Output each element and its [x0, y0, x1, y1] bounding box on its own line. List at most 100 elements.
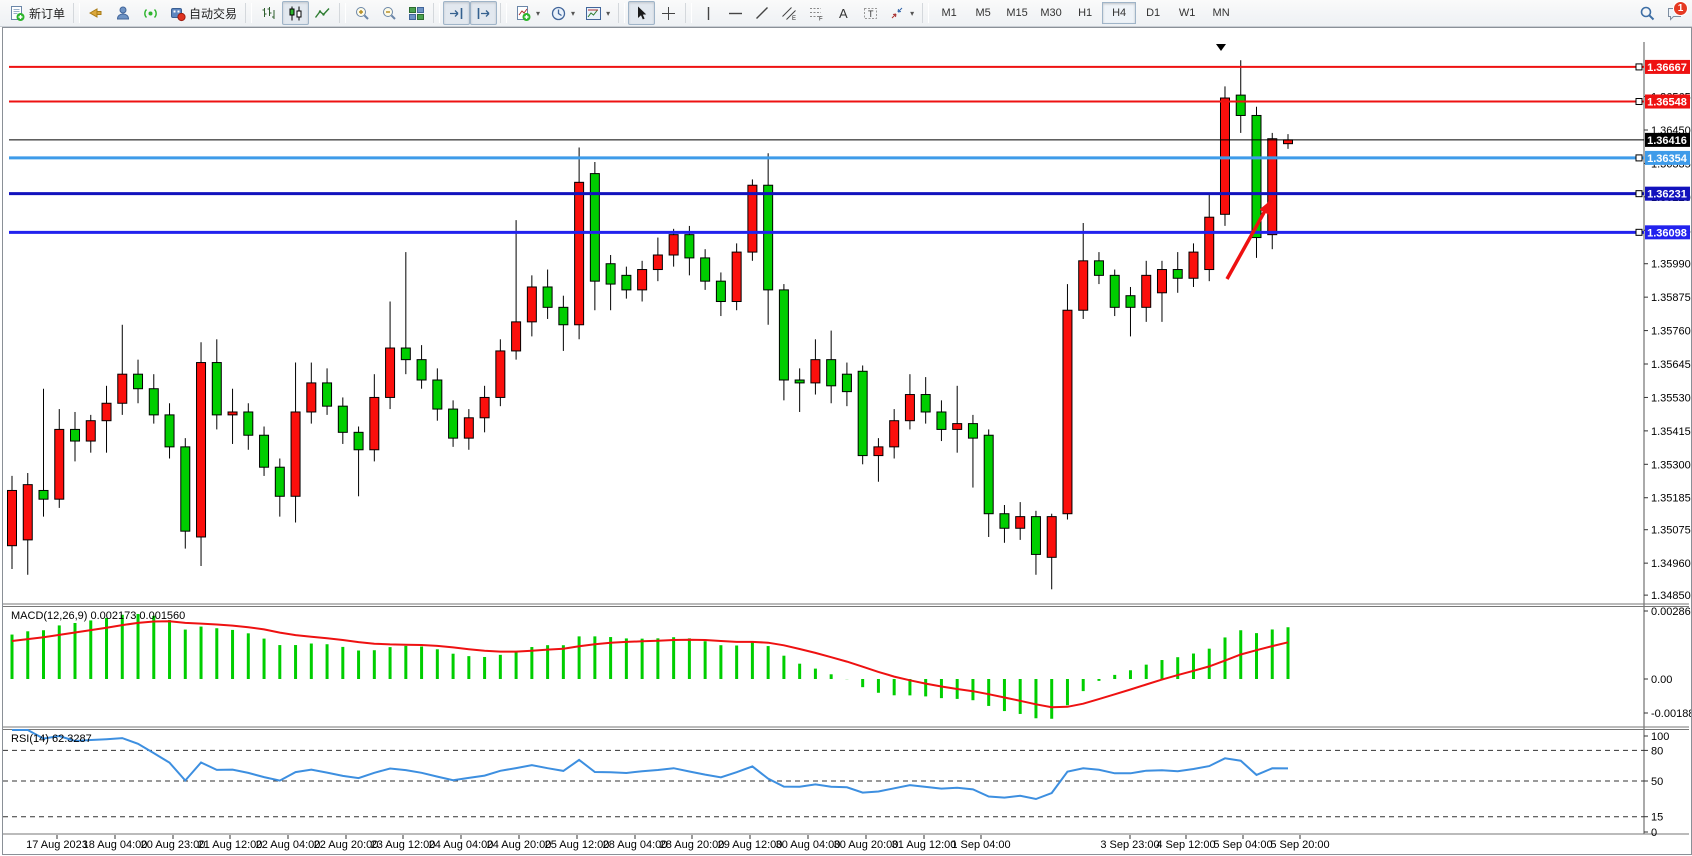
candle-body — [889, 420, 900, 448]
svg-text:T: T — [868, 9, 874, 19]
candle-body — [227, 411, 238, 416]
signal-icon — [142, 5, 159, 22]
fibonacci-tool-button[interactable]: F — [803, 1, 830, 25]
chart-background — [3, 28, 1691, 854]
signals-button[interactable] — [137, 1, 164, 25]
time-tick-label: 17 Aug 2023 — [26, 839, 88, 851]
candle-body — [1078, 260, 1089, 311]
toolbar-separator — [73, 3, 81, 23]
time-tick-label: 23 Aug 12:00 — [371, 839, 436, 851]
search-button[interactable] — [1634, 1, 1661, 25]
arrows-tool-button[interactable]: ▾ — [884, 1, 919, 25]
arrow-annotation[interactable] — [1225, 199, 1273, 280]
candle-body — [117, 373, 128, 404]
periods-button[interactable]: ▾ — [545, 1, 580, 25]
channel-tool-button[interactable]: E — [776, 1, 803, 25]
hline-price-badge — [1645, 59, 1690, 74]
hline-price-badge — [1645, 186, 1690, 201]
candle-body — [337, 405, 348, 433]
macd-signal-line — [11, 620, 1289, 709]
text-tool-button[interactable]: A — [830, 1, 857, 25]
timeframe-h1-button[interactable]: H1 — [1078, 7, 1093, 19]
candle-body — [369, 396, 380, 451]
timeframe-w1-button[interactable]: W1 — [1178, 7, 1196, 19]
chart-shift-marker[interactable] — [1216, 44, 1226, 51]
candle-body — [652, 254, 663, 271]
price-tick-label: 1.35990 — [1651, 259, 1691, 271]
candle-body — [463, 417, 474, 439]
line-handle[interactable] — [1635, 228, 1643, 236]
chat-button[interactable]: 1 — [1661, 0, 1688, 25]
line-chart-button[interactable] — [309, 1, 336, 25]
auto-trading-button[interactable]: 自动交易 — [164, 1, 242, 25]
toolbar-separator — [500, 3, 508, 23]
candle-body — [38, 489, 49, 500]
candle-body — [243, 411, 254, 436]
macd-axis-label: 0.00 — [1651, 674, 1672, 686]
current-price-badge — [1645, 132, 1690, 147]
timeframe-h4-button[interactable]: H4 — [1102, 2, 1137, 24]
candle-body — [558, 306, 569, 326]
line-handle[interactable] — [1635, 98, 1643, 106]
templates-button[interactable]: ▾ — [580, 1, 615, 25]
svg-text:E: E — [792, 16, 796, 22]
profile-button[interactable] — [110, 1, 137, 25]
tile-windows-button[interactable] — [403, 1, 430, 25]
candle-body — [259, 434, 270, 468]
time-tick-label: 30 Aug 04:00 — [776, 839, 841, 851]
timeframe-m30-button[interactable]: M30 — [1040, 7, 1062, 19]
rsi-line — [12, 729, 1289, 801]
candle-body — [432, 379, 443, 410]
hline-price-badge-label: 1.36667 — [1647, 62, 1687, 74]
candle-body — [873, 446, 884, 457]
dropdown-arrow-icon: ▾ — [606, 8, 611, 18]
neworder-icon — [9, 5, 26, 22]
horizontal-line-tool-button[interactable] — [722, 1, 749, 25]
alerts-button[interactable] — [83, 1, 110, 25]
candle-body — [810, 359, 821, 384]
crosshair-tool-button[interactable] — [655, 1, 682, 25]
trendline-tool-button[interactable] — [749, 1, 776, 25]
channel-icon: E — [781, 5, 798, 22]
timeframe-m5-button[interactable]: M5 — [975, 7, 991, 19]
indicators-button[interactable]: ▾ — [510, 1, 545, 25]
line-handle[interactable] — [1635, 63, 1643, 71]
candle-body — [1219, 97, 1230, 215]
timeframe-mn-button[interactable]: MN — [1212, 7, 1230, 19]
time-tick-label: 30 Aug 20:00 — [834, 839, 899, 851]
zoom-out-button[interactable] — [376, 1, 403, 25]
candle-body — [164, 414, 175, 448]
candle-body — [274, 466, 285, 497]
timeframe-d1-button[interactable]: D1 — [1146, 7, 1161, 19]
candle-body — [1204, 216, 1215, 271]
candle-body — [983, 434, 994, 515]
cursor-tool-button[interactable] — [628, 1, 656, 25]
bar-chart-button[interactable] — [255, 1, 282, 25]
candle-body — [85, 420, 96, 442]
macd-label: MACD(12,26,9) 0.002173 0.001560 — [11, 610, 185, 622]
time-tick-label: 25 Aug 12:00 — [545, 839, 610, 851]
cursor-icon — [633, 5, 650, 22]
line-handle[interactable] — [1635, 154, 1643, 162]
candle-body — [400, 347, 411, 361]
textA-icon: A — [835, 5, 852, 22]
time-tick-label: 28 Aug 04:00 — [603, 839, 668, 851]
new-order-button[interactable]: 新订单 — [4, 1, 70, 25]
candlestick-chart-button[interactable] — [282, 1, 310, 25]
chart-canvas[interactable]: 1.365651.364501.363351.362201.361051.359… — [3, 28, 1691, 854]
zoom-in-button[interactable] — [349, 1, 376, 25]
candle-body — [196, 362, 207, 538]
line-handle[interactable] — [1635, 190, 1643, 198]
timeframe-m15-button[interactable]: M15 — [1006, 7, 1028, 19]
auto-scroll-button[interactable] — [443, 1, 471, 25]
vertical-line-tool-button[interactable] — [695, 1, 722, 25]
rsi-panel: RSI(14) 62.3287 100 80 50 15 0 — [3, 729, 1669, 839]
price-tick-label: 1.35075 — [1651, 525, 1691, 537]
chart-shift-button[interactable] — [470, 1, 498, 25]
label-tool-button[interactable]: T — [857, 1, 884, 25]
candle-body — [1141, 274, 1152, 308]
toolbar-separator — [922, 3, 930, 23]
time-tick-label: 4 Sep 12:00 — [1156, 839, 1215, 851]
price-tick-label: 1.35875 — [1651, 292, 1691, 304]
timeframe-m1-button[interactable]: M1 — [941, 7, 957, 19]
